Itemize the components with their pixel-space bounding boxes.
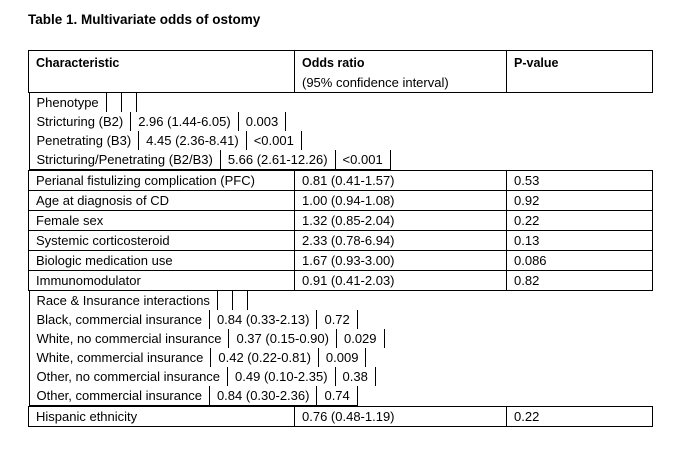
group-row-phenotype: Phenotype (28, 93, 295, 112)
table-row: Female sex 1.32 (0.85-2.04) 0.22 (28, 210, 653, 231)
row-label: Stricturing/Penetrating (B2/B3) (28, 150, 221, 170)
odds-ratio-cell: 0.84 (0.30-2.36) (208, 386, 318, 406)
table-row: Other, no commercial insurance 0.49 (0.1… (28, 367, 376, 386)
header-odds-ratio-subtitle: (95% confidence interval) (302, 75, 449, 90)
row-label: White, commercial insurance (28, 348, 212, 367)
p-value-cell: 0.74 (316, 386, 358, 406)
row-label: Other, commercial insurance (28, 386, 210, 406)
row-label: Stricturing (B2) (28, 112, 132, 131)
odds-ratio-cell: 1.32 (0.85-2.04) (294, 210, 507, 231)
table-row: Systemic corticosteroid 2.33 (0.78-6.94)… (28, 230, 653, 251)
group-label-race-insurance: Race & Insurance interactions (28, 291, 218, 310)
p-value-cell: 0.029 (335, 329, 385, 348)
odds-ratio-cell: 0.37 (0.15-0.90) (228, 329, 337, 348)
table-title: Table 1. Multivariate odds of ostomy (28, 12, 261, 27)
odds-ratio-cell: 4.45 (2.36-8.41) (138, 131, 247, 150)
table-row: Penetrating (B3) 4.45 (2.36-8.41) <0.001 (28, 131, 302, 150)
header-row: Characteristic Odds ratio (95% confidenc… (28, 50, 653, 93)
group-row-race-insurance: Race & Insurance interactions (28, 291, 295, 310)
p-value-cell: 0.009 (317, 348, 367, 367)
row-label: Systemic corticosteroid (28, 230, 295, 251)
table-row: Age at diagnosis of CD 1.00 (0.94-1.08) … (28, 190, 653, 211)
row-label: Hispanic ethnicity (28, 406, 295, 427)
row-label: Black, commercial insurance (28, 310, 210, 329)
table-row: White, no commercial insurance 0.37 (0.1… (28, 329, 385, 348)
row-label: Penetrating (B3) (28, 131, 140, 150)
odds-ratio-cell: 1.67 (0.93-3.00) (294, 250, 507, 271)
row-label: Age at diagnosis of CD (28, 190, 295, 211)
table-row: Perianal fistulizing complication (PFC) … (28, 170, 653, 191)
p-value-cell: 0.92 (506, 190, 653, 211)
table-row: Other, commercial insurance 0.84 (0.30-2… (28, 386, 358, 406)
odds-ratio-cell: 2.96 (1.44-6.05) (130, 112, 239, 131)
p-value-cell: 0.086 (506, 250, 653, 271)
p-value-cell: 0.53 (506, 170, 653, 191)
header-odds-ratio-label: Odds ratio (302, 56, 365, 70)
p-value-cell: 0.003 (237, 112, 287, 131)
p-value-cell: 0.82 (506, 270, 653, 291)
odds-ratio-cell: 0.91 (0.41-2.03) (294, 270, 507, 291)
header-characteristic: Characteristic (28, 50, 295, 93)
odds-ratio-cell: 0.84 (0.33-2.13) (208, 310, 318, 329)
odds-ratio-cell: 0.81 (0.41-1.57) (294, 170, 507, 191)
p-value-cell: <0.001 (245, 131, 302, 150)
row-label: Immunomodulator (28, 270, 295, 291)
p-value-cell: 0.22 (506, 406, 653, 427)
header-p-value: P-value (506, 50, 653, 93)
table-row: Black, commercial insurance 0.84 (0.33-2… (28, 310, 358, 329)
odds-table: Characteristic Odds ratio (95% confidenc… (28, 50, 653, 427)
p-value-cell: 0.72 (316, 310, 358, 329)
table-row: White, commercial insurance 0.42 (0.22-0… (28, 348, 367, 367)
odds-ratio-cell: 2.33 (0.78-6.94) (294, 230, 507, 251)
table-row: Stricturing/Penetrating (B2/B3) 5.66 (2.… (28, 150, 391, 170)
row-label: Biologic medication use (28, 250, 295, 271)
row-label: Perianal fistulizing complication (PFC) (28, 170, 295, 191)
odds-ratio-cell: 0.42 (0.22-0.81) (210, 348, 319, 367)
table-row: Biologic medication use 1.67 (0.93-3.00)… (28, 250, 653, 271)
p-value-cell: <0.001 (334, 150, 391, 170)
header-odds-ratio: Odds ratio (95% confidence interval) (294, 50, 507, 93)
p-value-cell: 0.38 (334, 367, 376, 386)
group-label-phenotype: Phenotype (28, 93, 107, 112)
odds-ratio-cell: 5.66 (2.61-12.26) (219, 150, 336, 170)
table-row: Hispanic ethnicity 0.76 (0.48-1.19) 0.22 (28, 406, 653, 427)
odds-ratio-cell: 0.76 (0.48-1.19) (294, 406, 507, 427)
table-row: Immunomodulator 0.91 (0.41-2.03) 0.82 (28, 270, 653, 291)
row-label: White, no commercial insurance (28, 329, 230, 348)
p-value-cell: 0.13 (506, 230, 653, 251)
p-value-cell: 0.22 (506, 210, 653, 231)
table-row: Stricturing (B2) 2.96 (1.44-6.05) 0.003 (28, 112, 295, 131)
odds-ratio-cell: 1.00 (0.94-1.08) (294, 190, 507, 211)
row-label: Other, no commercial insurance (28, 367, 229, 386)
odds-ratio-cell: 0.49 (0.10-2.35) (227, 367, 336, 386)
row-label: Female sex (28, 210, 295, 231)
